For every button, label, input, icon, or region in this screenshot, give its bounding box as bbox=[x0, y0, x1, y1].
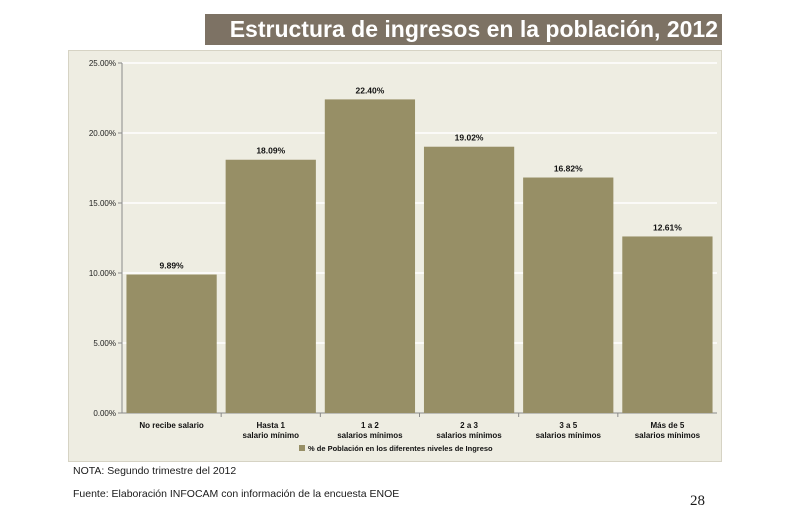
x-tick-label: No recibe salario bbox=[139, 421, 204, 430]
data-label: 22.40% bbox=[355, 85, 384, 95]
page-title: Estructura de ingresos en la población, … bbox=[229, 16, 718, 42]
bar bbox=[126, 274, 217, 413]
data-label: 18.09% bbox=[256, 146, 285, 156]
x-tick-label: salarios mínimos bbox=[337, 431, 403, 440]
x-tick-label: 2 a 3 bbox=[460, 421, 478, 430]
bar bbox=[225, 159, 316, 413]
data-label: 9.89% bbox=[160, 261, 185, 271]
x-tick-label: salarios mínimos bbox=[536, 431, 602, 440]
x-tick-label: 1 a 2 bbox=[361, 421, 379, 430]
bar-chart: 0.00% 5.00% 10.00% 15.00% 20.00% 25.00% 9.89% N… bbox=[89, 59, 717, 453]
y-tick-label: 20.00% bbox=[89, 129, 116, 138]
x-tick-label: salario mínimo bbox=[243, 431, 300, 440]
y-tick-label: 25.00% bbox=[89, 59, 116, 68]
y-tick-label: 10.00% bbox=[89, 269, 116, 278]
plot-area bbox=[122, 63, 717, 413]
bar bbox=[523, 177, 614, 413]
y-tick-label: 15.00% bbox=[89, 199, 116, 208]
x-tick-label: 3 a 5 bbox=[559, 421, 577, 430]
x-tick-label: salarios mínimos bbox=[436, 431, 502, 440]
title-banner: Estructura de ingresos en la población, … bbox=[205, 14, 722, 45]
bar bbox=[622, 236, 713, 413]
data-label: 19.02% bbox=[455, 133, 484, 143]
source-text: Fuente: Elaboración INFOCAM con informac… bbox=[73, 488, 400, 500]
x-tick-label: Más de 5 bbox=[651, 421, 685, 430]
legend-swatch bbox=[299, 445, 305, 451]
x-tick-label: Hasta 1 bbox=[257, 421, 286, 430]
page-number: 28 bbox=[690, 493, 705, 509]
y-tick-label: 5.00% bbox=[93, 339, 116, 348]
note-text: NOTA: Segundo trimestre del 2012 bbox=[73, 465, 237, 477]
x-tick-label: salarios mínimos bbox=[635, 431, 701, 440]
y-tick-label: 0.00% bbox=[93, 409, 116, 418]
bar bbox=[324, 99, 416, 414]
legend-label: % de Población en los diferentes niveles… bbox=[308, 444, 493, 453]
bar bbox=[423, 146, 515, 413]
chart-frame: 0.00% 5.00% 10.00% 15.00% 20.00% 25.00% 9.89% N… bbox=[68, 50, 722, 462]
data-label: 16.82% bbox=[554, 164, 583, 174]
data-label: 12.61% bbox=[653, 222, 682, 232]
